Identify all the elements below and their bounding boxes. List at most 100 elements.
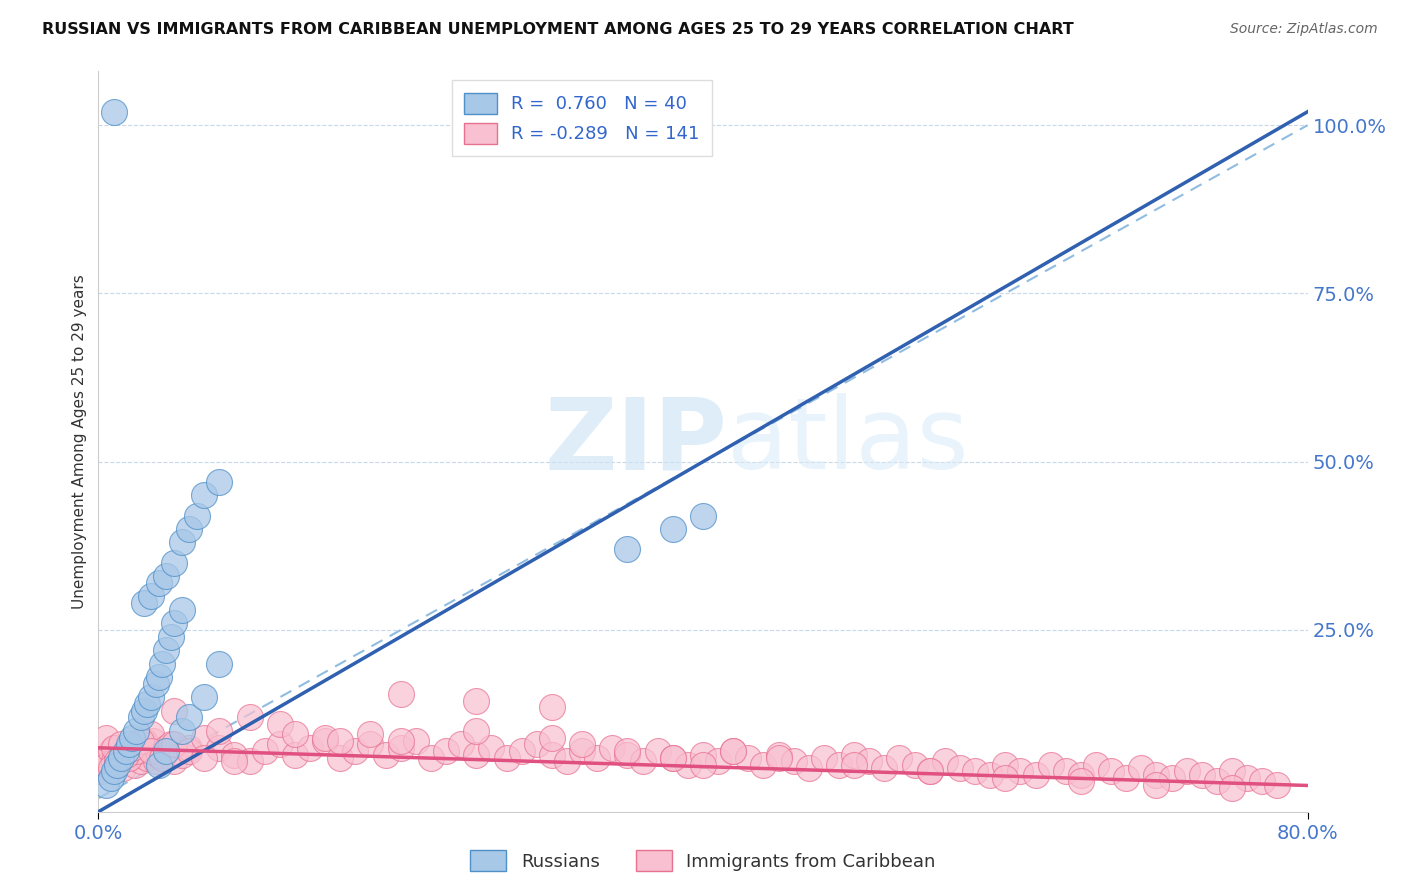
Point xyxy=(661,751,683,765)
Point xyxy=(918,764,941,779)
Point xyxy=(540,747,562,762)
Point xyxy=(284,727,307,741)
Point xyxy=(723,744,745,758)
Point xyxy=(1220,781,1243,796)
Point xyxy=(94,778,117,792)
Point xyxy=(1267,778,1289,792)
Point xyxy=(179,740,201,755)
Point xyxy=(269,717,291,731)
Point xyxy=(949,761,972,775)
Point xyxy=(360,738,382,752)
Point xyxy=(1070,767,1092,781)
Point xyxy=(586,751,609,765)
Point xyxy=(114,744,136,758)
Point xyxy=(111,761,134,775)
Point xyxy=(828,757,851,772)
Point xyxy=(186,508,208,523)
Point xyxy=(121,731,143,745)
Point xyxy=(108,740,131,755)
Point xyxy=(389,740,412,755)
Point xyxy=(661,751,683,765)
Legend: Russians, Immigrants from Caribbean: Russians, Immigrants from Caribbean xyxy=(463,843,943,879)
Point xyxy=(1144,778,1167,792)
Text: Source: ZipAtlas.com: Source: ZipAtlas.com xyxy=(1230,22,1378,37)
Point xyxy=(224,754,246,768)
Point xyxy=(420,751,443,765)
Point xyxy=(132,744,155,758)
Point xyxy=(121,738,143,752)
Point xyxy=(163,616,186,631)
Point xyxy=(155,744,177,758)
Text: RUSSIAN VS IMMIGRANTS FROM CARIBBEAN UNEMPLOYMENT AMONG AGES 25 TO 29 YEARS CORR: RUSSIAN VS IMMIGRANTS FROM CARIBBEAN UNE… xyxy=(42,22,1074,37)
Point xyxy=(481,740,503,755)
Point xyxy=(934,754,956,768)
Point xyxy=(105,757,128,772)
Point xyxy=(329,751,352,765)
Point xyxy=(129,734,152,748)
Text: atlas: atlas xyxy=(727,393,969,490)
Point xyxy=(1070,774,1092,789)
Point xyxy=(676,757,699,772)
Point xyxy=(100,761,122,775)
Point xyxy=(118,744,141,758)
Point xyxy=(253,744,276,758)
Point xyxy=(208,657,231,671)
Point xyxy=(150,751,173,765)
Point xyxy=(540,731,562,745)
Point xyxy=(145,677,167,691)
Point xyxy=(118,751,141,765)
Point xyxy=(889,751,911,765)
Point xyxy=(125,723,148,738)
Point xyxy=(148,575,170,590)
Point xyxy=(979,767,1001,781)
Point xyxy=(163,738,186,752)
Point xyxy=(145,754,167,768)
Point xyxy=(96,757,118,772)
Point xyxy=(239,710,262,724)
Point xyxy=(132,596,155,610)
Point xyxy=(631,754,654,768)
Point xyxy=(105,747,128,762)
Point xyxy=(94,731,117,745)
Point xyxy=(148,757,170,772)
Point xyxy=(1251,774,1274,789)
Point xyxy=(1010,764,1032,779)
Point xyxy=(179,710,201,724)
Point xyxy=(965,764,987,779)
Point xyxy=(208,740,231,755)
Point xyxy=(510,744,533,758)
Point xyxy=(571,738,593,752)
Point xyxy=(163,556,186,570)
Point xyxy=(465,747,488,762)
Point xyxy=(193,731,215,745)
Point xyxy=(208,475,231,489)
Point xyxy=(344,744,367,758)
Point xyxy=(160,738,183,752)
Point xyxy=(299,740,322,755)
Point xyxy=(179,522,201,536)
Point xyxy=(723,744,745,758)
Point xyxy=(465,723,488,738)
Point xyxy=(555,754,578,768)
Point xyxy=(434,744,457,758)
Point xyxy=(389,687,412,701)
Point xyxy=(141,690,163,705)
Legend: R =  0.760   N = 40, R = -0.289   N = 141: R = 0.760 N = 40, R = -0.289 N = 141 xyxy=(451,80,713,156)
Point xyxy=(135,697,157,711)
Point xyxy=(661,522,683,536)
Point xyxy=(360,727,382,741)
Point xyxy=(994,771,1017,785)
Point xyxy=(1039,757,1062,772)
Point xyxy=(155,643,177,657)
Point xyxy=(571,744,593,758)
Point xyxy=(155,740,177,755)
Point xyxy=(124,757,146,772)
Point xyxy=(752,757,775,772)
Point xyxy=(224,747,246,762)
Point xyxy=(132,734,155,748)
Point xyxy=(170,723,193,738)
Point xyxy=(142,734,165,748)
Point xyxy=(616,542,638,557)
Point xyxy=(1191,767,1213,781)
Point xyxy=(193,690,215,705)
